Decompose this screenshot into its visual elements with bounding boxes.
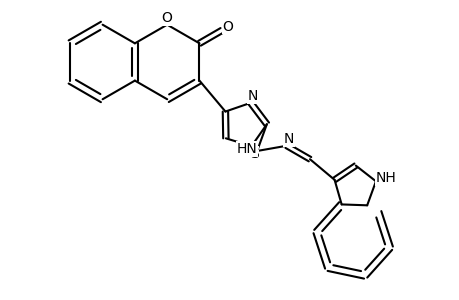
Text: S: S [249, 147, 258, 161]
Text: N: N [247, 89, 257, 103]
Text: O: O [162, 11, 172, 25]
Text: O: O [222, 20, 233, 34]
Text: HN: HN [236, 142, 257, 156]
Text: NH: NH [375, 171, 395, 185]
Text: N: N [283, 132, 293, 146]
